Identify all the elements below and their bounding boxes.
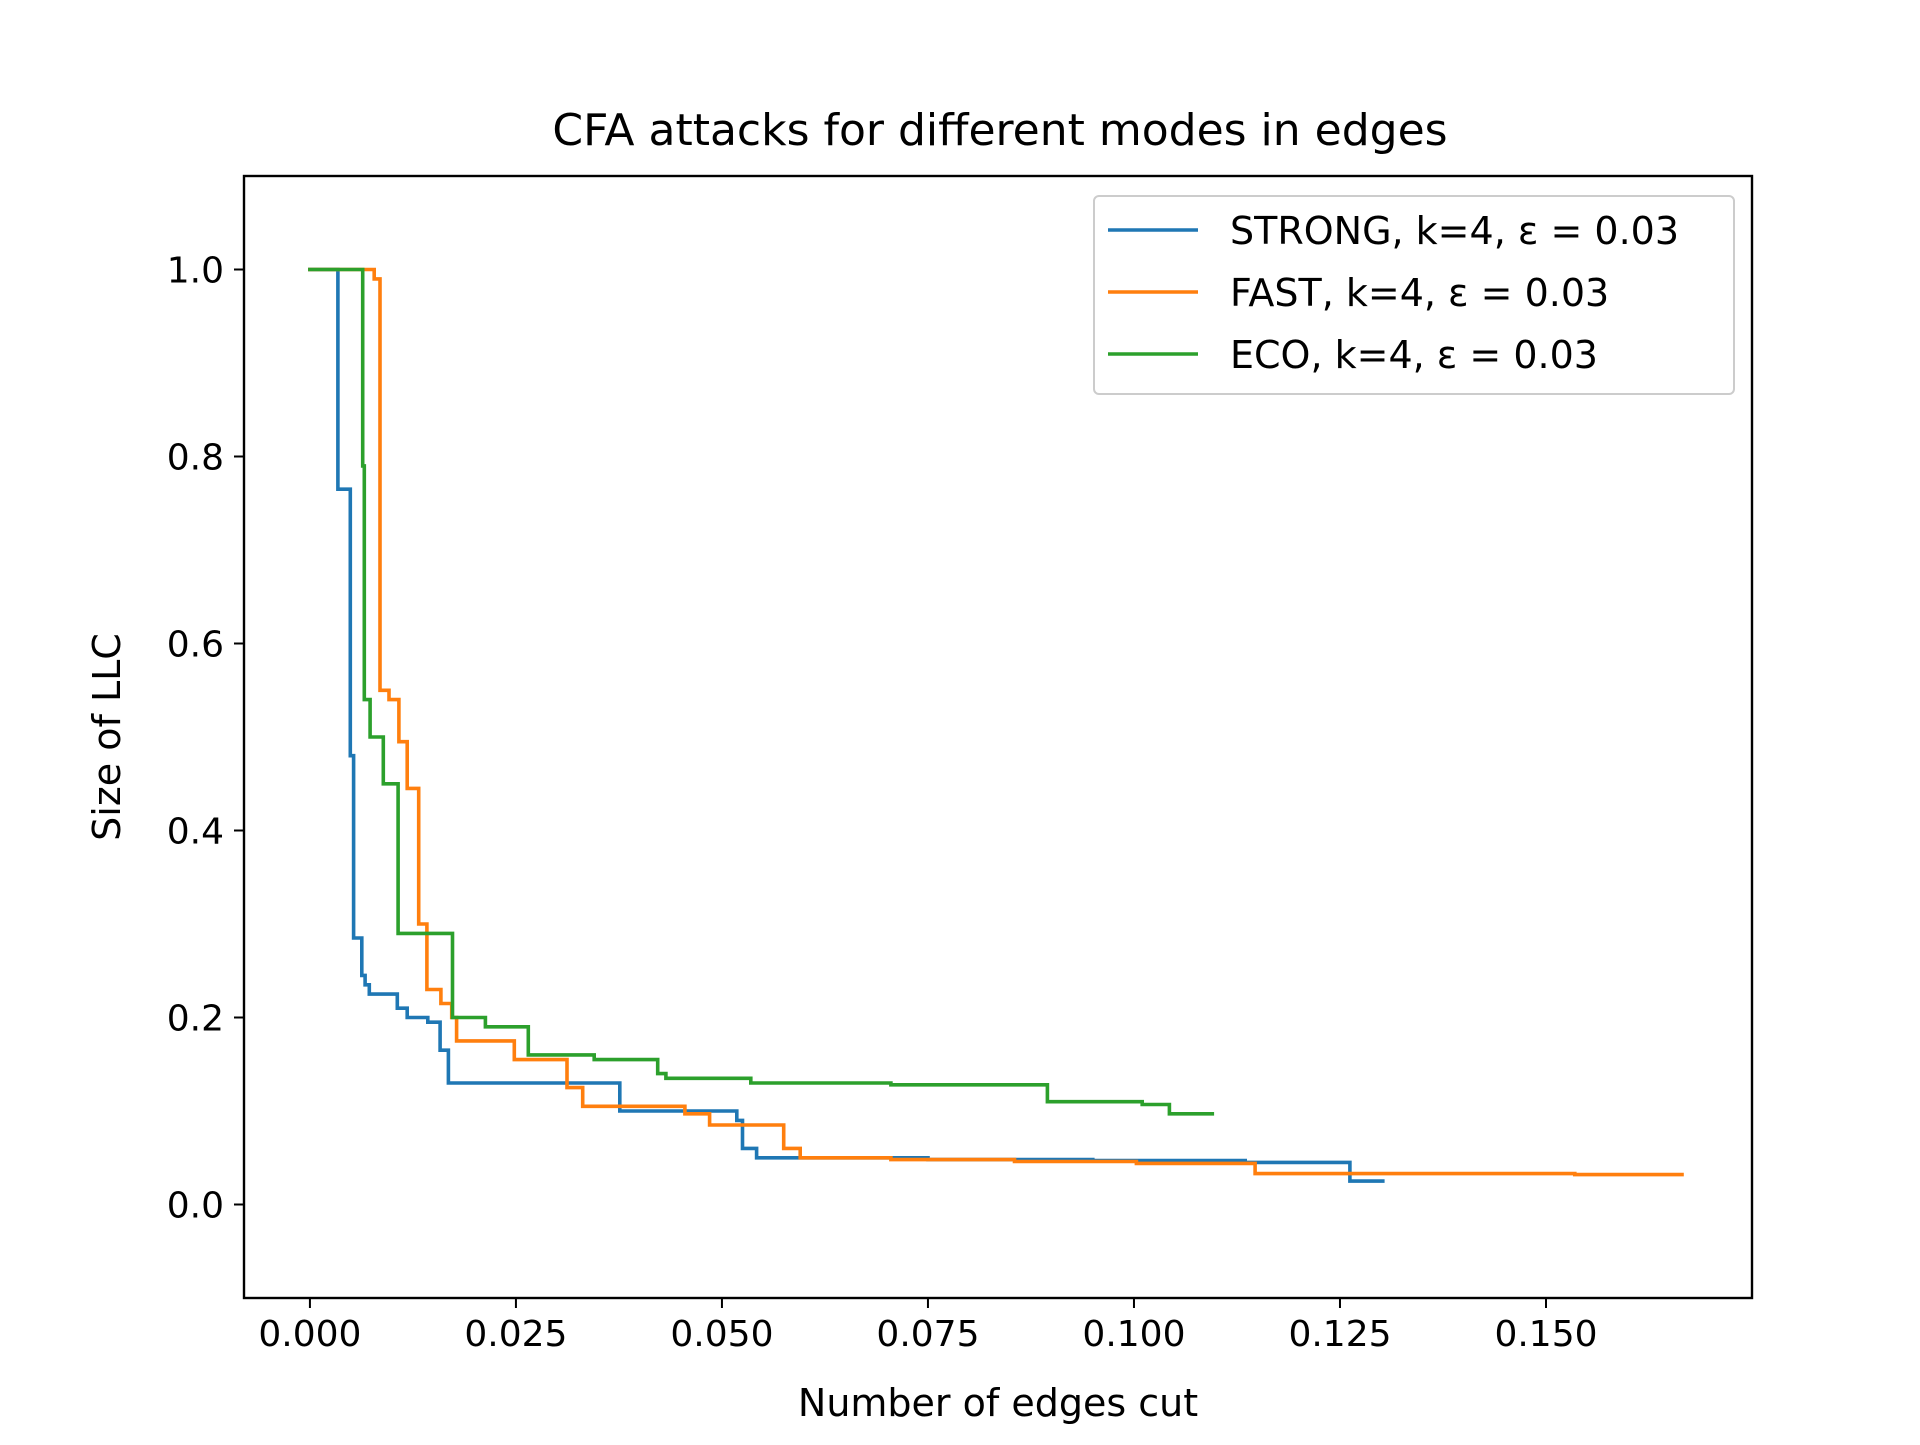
legend-label-2: ECO, k=4, ε = 0.03 <box>1230 333 1598 377</box>
x-tick-label: 0.025 <box>464 1314 567 1355</box>
x-tick-label: 0.000 <box>258 1314 361 1355</box>
y-tick-label: 0.4 <box>167 812 224 853</box>
x-axis-label: Number of edges cut <box>798 1381 1198 1425</box>
legend: STRONG, k=4, ε = 0.03 FAST, k=4, ε = 0.03… <box>1093 195 1735 395</box>
legend-label-0: STRONG, k=4, ε = 0.03 <box>1230 209 1679 253</box>
x-tick-label: 0.150 <box>1494 1314 1597 1355</box>
y-axis: 0.0 0.2 0.4 0.6 0.8 1.0 <box>167 251 244 1227</box>
y-axis-label: Size of LLC <box>85 633 129 841</box>
x-tick-label: 0.125 <box>1288 1314 1391 1355</box>
legend-label-1: FAST, k=4, ε = 0.03 <box>1230 271 1609 315</box>
chart-title: CFA attacks for different modes in edges <box>552 105 1447 156</box>
x-tick-label: 0.050 <box>670 1314 773 1355</box>
y-tick-label: 0.8 <box>167 438 224 479</box>
x-tick-label: 0.100 <box>1082 1314 1185 1355</box>
legend-box <box>1093 195 1735 395</box>
y-tick-label: 1.0 <box>167 251 224 292</box>
x-tick-label: 0.075 <box>876 1314 979 1355</box>
y-tick-label: 0.2 <box>167 999 224 1040</box>
series-line-1 <box>308 267 1684 1177</box>
y-tick-label: 0.0 <box>167 1186 224 1227</box>
series-line-2 <box>308 267 1215 1116</box>
series-line-0 <box>308 267 1385 1183</box>
y-tick-label: 0.6 <box>167 625 224 666</box>
plot-series <box>308 267 1684 1183</box>
plot-frame <box>242 174 1754 1300</box>
x-axis: 0.000 0.025 0.050 0.075 0.100 0.125 0.150 <box>258 1298 1598 1355</box>
